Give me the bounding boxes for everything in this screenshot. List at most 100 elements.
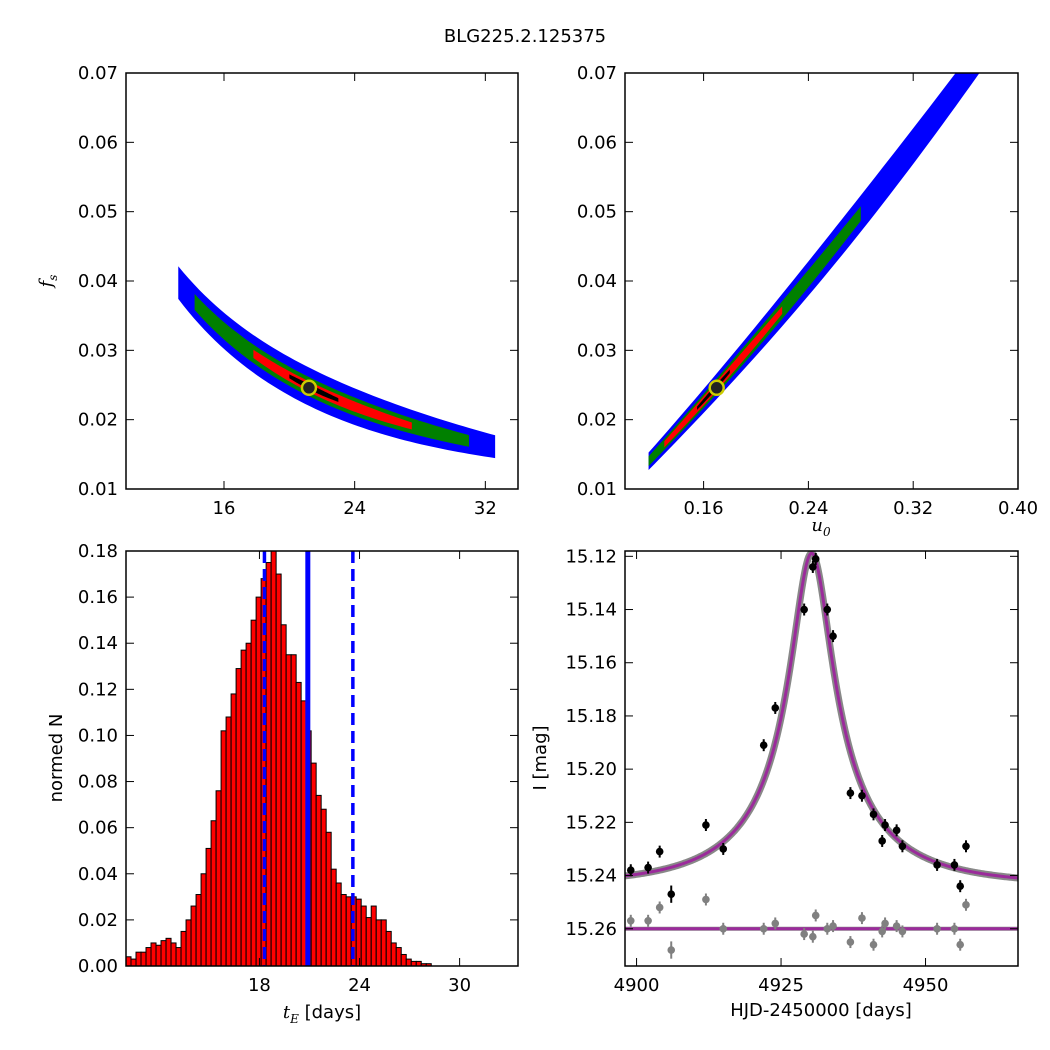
xlabel-hjd: HJD-2450000 [days] (730, 1000, 912, 1021)
histogram-bar (230, 693, 237, 966)
histogram-bar (425, 963, 432, 966)
p2-ytick-label: 0.14 (78, 633, 118, 654)
histogram-bar (150, 942, 157, 966)
residual-point (956, 940, 965, 949)
p1-ytick-label: 0.05 (577, 202, 617, 223)
histogram-bar (340, 894, 347, 966)
data-point (644, 863, 652, 872)
p3-xtick-label: 4950 (903, 975, 949, 996)
best-fit-marker (300, 379, 318, 397)
residual-point (771, 919, 780, 928)
residual-point (811, 911, 820, 920)
histogram-bar (385, 930, 392, 966)
histogram-bar (265, 562, 272, 966)
data-point (829, 632, 837, 640)
histogram-bar (255, 596, 262, 966)
data-point (858, 791, 866, 800)
data-point (823, 605, 832, 614)
histogram-bar (355, 898, 362, 966)
histogram-bar (365, 917, 372, 966)
p0-ytick-label: 0.02 (78, 410, 118, 431)
histogram-bar (285, 654, 292, 966)
data-point (655, 847, 664, 856)
histogram-bar (395, 947, 402, 966)
p2-ytick-label: 0.08 (78, 772, 118, 793)
residual-point (892, 922, 901, 930)
p1-xtick-label: 0.32 (893, 498, 933, 519)
region-1sigma (253, 349, 412, 430)
histogram-bar (180, 930, 187, 966)
histogram-bar (126, 956, 132, 966)
histogram-bar (405, 958, 412, 966)
data-point (962, 842, 970, 851)
ylabel-normed-n: normed N (46, 714, 67, 803)
histogram-bar (390, 942, 397, 966)
p0-ytick-label: 0.04 (78, 271, 118, 292)
histogram-bar (205, 847, 212, 966)
p3-ytick-label: 15.14 (565, 600, 617, 621)
data-point (956, 882, 965, 890)
xlabel-tE: tE [days] (283, 1002, 361, 1026)
histogram-bar (280, 624, 287, 966)
histogram-bar (135, 951, 142, 966)
histogram-bar (195, 894, 202, 966)
p2-xtick-label: 24 (348, 975, 371, 996)
residual-point (823, 924, 832, 933)
p2-ytick-label: 0.16 (78, 587, 118, 608)
histogram-bar (380, 919, 387, 966)
panel-tE-histogram-frame (125, 550, 519, 967)
residual-point (667, 946, 676, 954)
residual-point (846, 938, 855, 946)
data-point (667, 890, 676, 898)
data-point (811, 555, 820, 563)
p2-ytick-label: 0.12 (78, 679, 118, 700)
residual-point (809, 932, 817, 941)
panel-fs-vs-tE: 16 24 32 0.01 0.02 0.03 0.04 0.05 0.06 0.07 fs (36, 63, 519, 519)
residual-point (878, 927, 886, 936)
residual-point (829, 922, 837, 930)
p2-xtick-label: 30 (448, 975, 471, 996)
histogram-bar (325, 831, 332, 966)
p3-ytick-label: 15.12 (565, 546, 617, 567)
data-point (800, 605, 808, 614)
residual-point (702, 895, 710, 904)
panel-fs-vs-u0: 0.16 0.24 0.32 0.40 0.01 0.02 0.03 0.04 0.05 0.06… (577, 63, 1038, 539)
histogram-bar (330, 868, 337, 966)
p1-xtick-label: 0.40 (998, 498, 1038, 519)
ylabel-fs: fs (36, 275, 60, 290)
histogram-bar (370, 905, 377, 966)
p1-xtick-label: 0.16 (684, 498, 724, 519)
ylabel-I-mag: I [mag] (530, 725, 551, 790)
p0-xtick-label: 24 (343, 498, 366, 519)
histogram-bar (190, 905, 197, 966)
p0-ytick-label: 0.05 (78, 202, 118, 223)
histogram-bar (315, 794, 322, 966)
histogram-bar (145, 947, 152, 966)
residual-point (950, 924, 959, 933)
histogram-bar (225, 716, 232, 966)
p0-ytick-label: 0.07 (78, 63, 118, 84)
residual-point (626, 916, 635, 925)
residual-point (962, 901, 970, 909)
data-point (846, 789, 855, 797)
p2-ytick-label: 0.02 (78, 910, 118, 931)
data-point (892, 826, 901, 835)
histogram-bar (160, 940, 167, 966)
p2-ytick-label: 0.04 (78, 864, 118, 885)
data-point (881, 821, 889, 829)
data-point (771, 704, 780, 712)
residual-point (800, 930, 808, 938)
p3-xtick-label: 4900 (614, 975, 660, 996)
best-fit-marker (708, 379, 725, 397)
p1-ytick-label: 0.03 (577, 340, 617, 361)
p0-ytick-label: 0.03 (78, 340, 118, 361)
histogram-bar (155, 944, 162, 966)
xlabel-u0: u0 (811, 515, 831, 539)
p3-ytick-label: 15.24 (565, 866, 617, 887)
residual-point (644, 916, 652, 925)
figure-title: BLG225.2.125375 (444, 26, 606, 47)
histogram-bar (170, 942, 177, 966)
panel-tE-histogram: 18 24 30 0.00 0.02 0.04 0.06 0.08 0.10 0.12 0.14 0.… (46, 541, 519, 1026)
residual-point (858, 914, 866, 922)
region-2sigma (194, 294, 469, 447)
